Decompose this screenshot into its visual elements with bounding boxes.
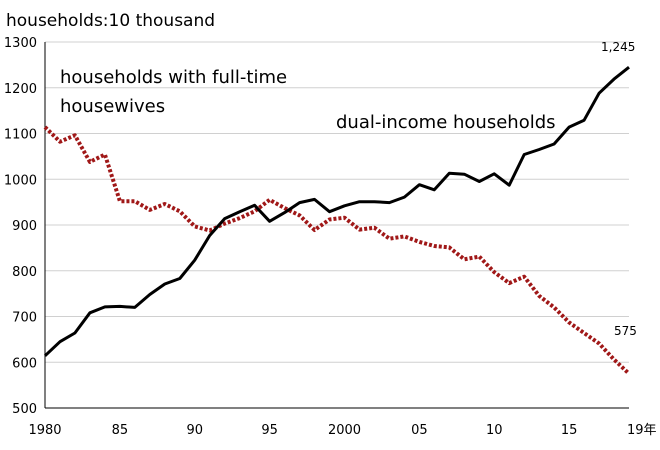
y-tick-labels: 500 600 700 800 900 1000 1100 1200 1300 xyxy=(4,36,37,417)
x-tick-label: 85 xyxy=(112,423,129,438)
x-tick-label: 1980 xyxy=(28,423,61,438)
x-tick-label: 05 xyxy=(411,423,428,438)
series-line-dual-income xyxy=(43,66,630,357)
y-tick-label: 700 xyxy=(12,311,37,326)
end-label-housewives: 575 xyxy=(614,324,637,338)
series-label-dual-income: dual-income households xyxy=(336,112,556,133)
y-tick-label: 1000 xyxy=(4,173,37,188)
y-tick-label: 600 xyxy=(12,356,37,371)
x-tick-label: 95 xyxy=(261,423,278,438)
x-tick-label: 15 xyxy=(561,423,578,438)
y-tick-label: 900 xyxy=(12,219,37,234)
x-tick-label: 90 xyxy=(186,423,203,438)
y-axis-title: households:10 thousand xyxy=(6,11,215,31)
y-tick-label: 1100 xyxy=(4,128,37,143)
series-line-housewives xyxy=(43,125,631,376)
y-tick-label: 800 xyxy=(12,265,37,280)
y-tick-label: 500 xyxy=(12,402,37,417)
x-tick-label: 10 xyxy=(486,423,503,438)
end-label-dual-income: 1,245 xyxy=(601,40,635,54)
y-tick-label: 1200 xyxy=(4,82,37,97)
x-tick-labels: 1980 85 90 95 2000 05 10 15 19年 xyxy=(28,423,656,438)
series-label-housewives-line1: households with full-time xyxy=(60,67,287,88)
x-tick-label: 19年 xyxy=(627,423,657,438)
series-lines xyxy=(43,66,631,376)
gridlines xyxy=(45,41,629,363)
y-tick-label: 1300 xyxy=(4,36,37,51)
series-label-housewives-line2: housewives xyxy=(60,96,165,117)
x-tick-label: 2000 xyxy=(328,423,361,438)
